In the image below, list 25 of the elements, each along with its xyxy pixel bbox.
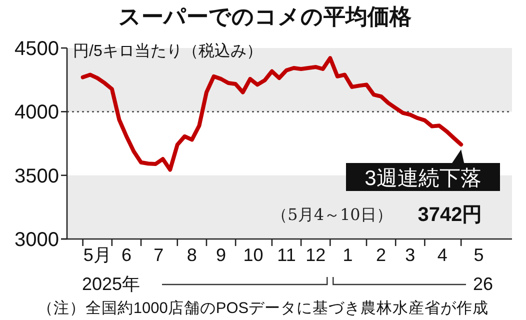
text: （注）全国約1000店舗のPOSデータに基づき農林水産省が作成: [37, 299, 489, 317]
x-tick-label: 5月: [83, 245, 112, 265]
annotation: 3週連続下落: [364, 167, 482, 190]
text: 2025年: [82, 274, 140, 294]
chart-title: スーパーでのコメの平均価格: [118, 4, 412, 29]
annotation: （5月4～10日）: [272, 205, 392, 224]
x-tick-label: 4: [437, 245, 448, 265]
x-tick-label: 9: [216, 245, 226, 265]
y-axis-title: 円/5キロ当たり（税込み）: [73, 42, 262, 60]
text: 26: [472, 274, 493, 294]
y-tick-label: 3500: [14, 165, 59, 188]
x-tick-label: 7: [154, 245, 164, 265]
x-tick-label: 12: [306, 245, 326, 265]
x-tick-label: 11: [277, 245, 296, 265]
y-tick-label: 3000: [14, 229, 59, 251]
x-tick-label: 8: [186, 245, 197, 265]
x-tick-label: 3: [405, 245, 416, 265]
y-tick-label: 4000: [14, 102, 59, 124]
x-tick-label: 6: [121, 245, 132, 265]
y-tick-label: 4500: [14, 38, 59, 60]
x-tick-label: 1: [342, 245, 353, 265]
x-tick-label: 10: [243, 245, 264, 265]
x-tick-label: 2: [376, 245, 386, 265]
annotation: 3742円: [418, 204, 482, 226]
x-tick-label: 5: [474, 245, 484, 265]
